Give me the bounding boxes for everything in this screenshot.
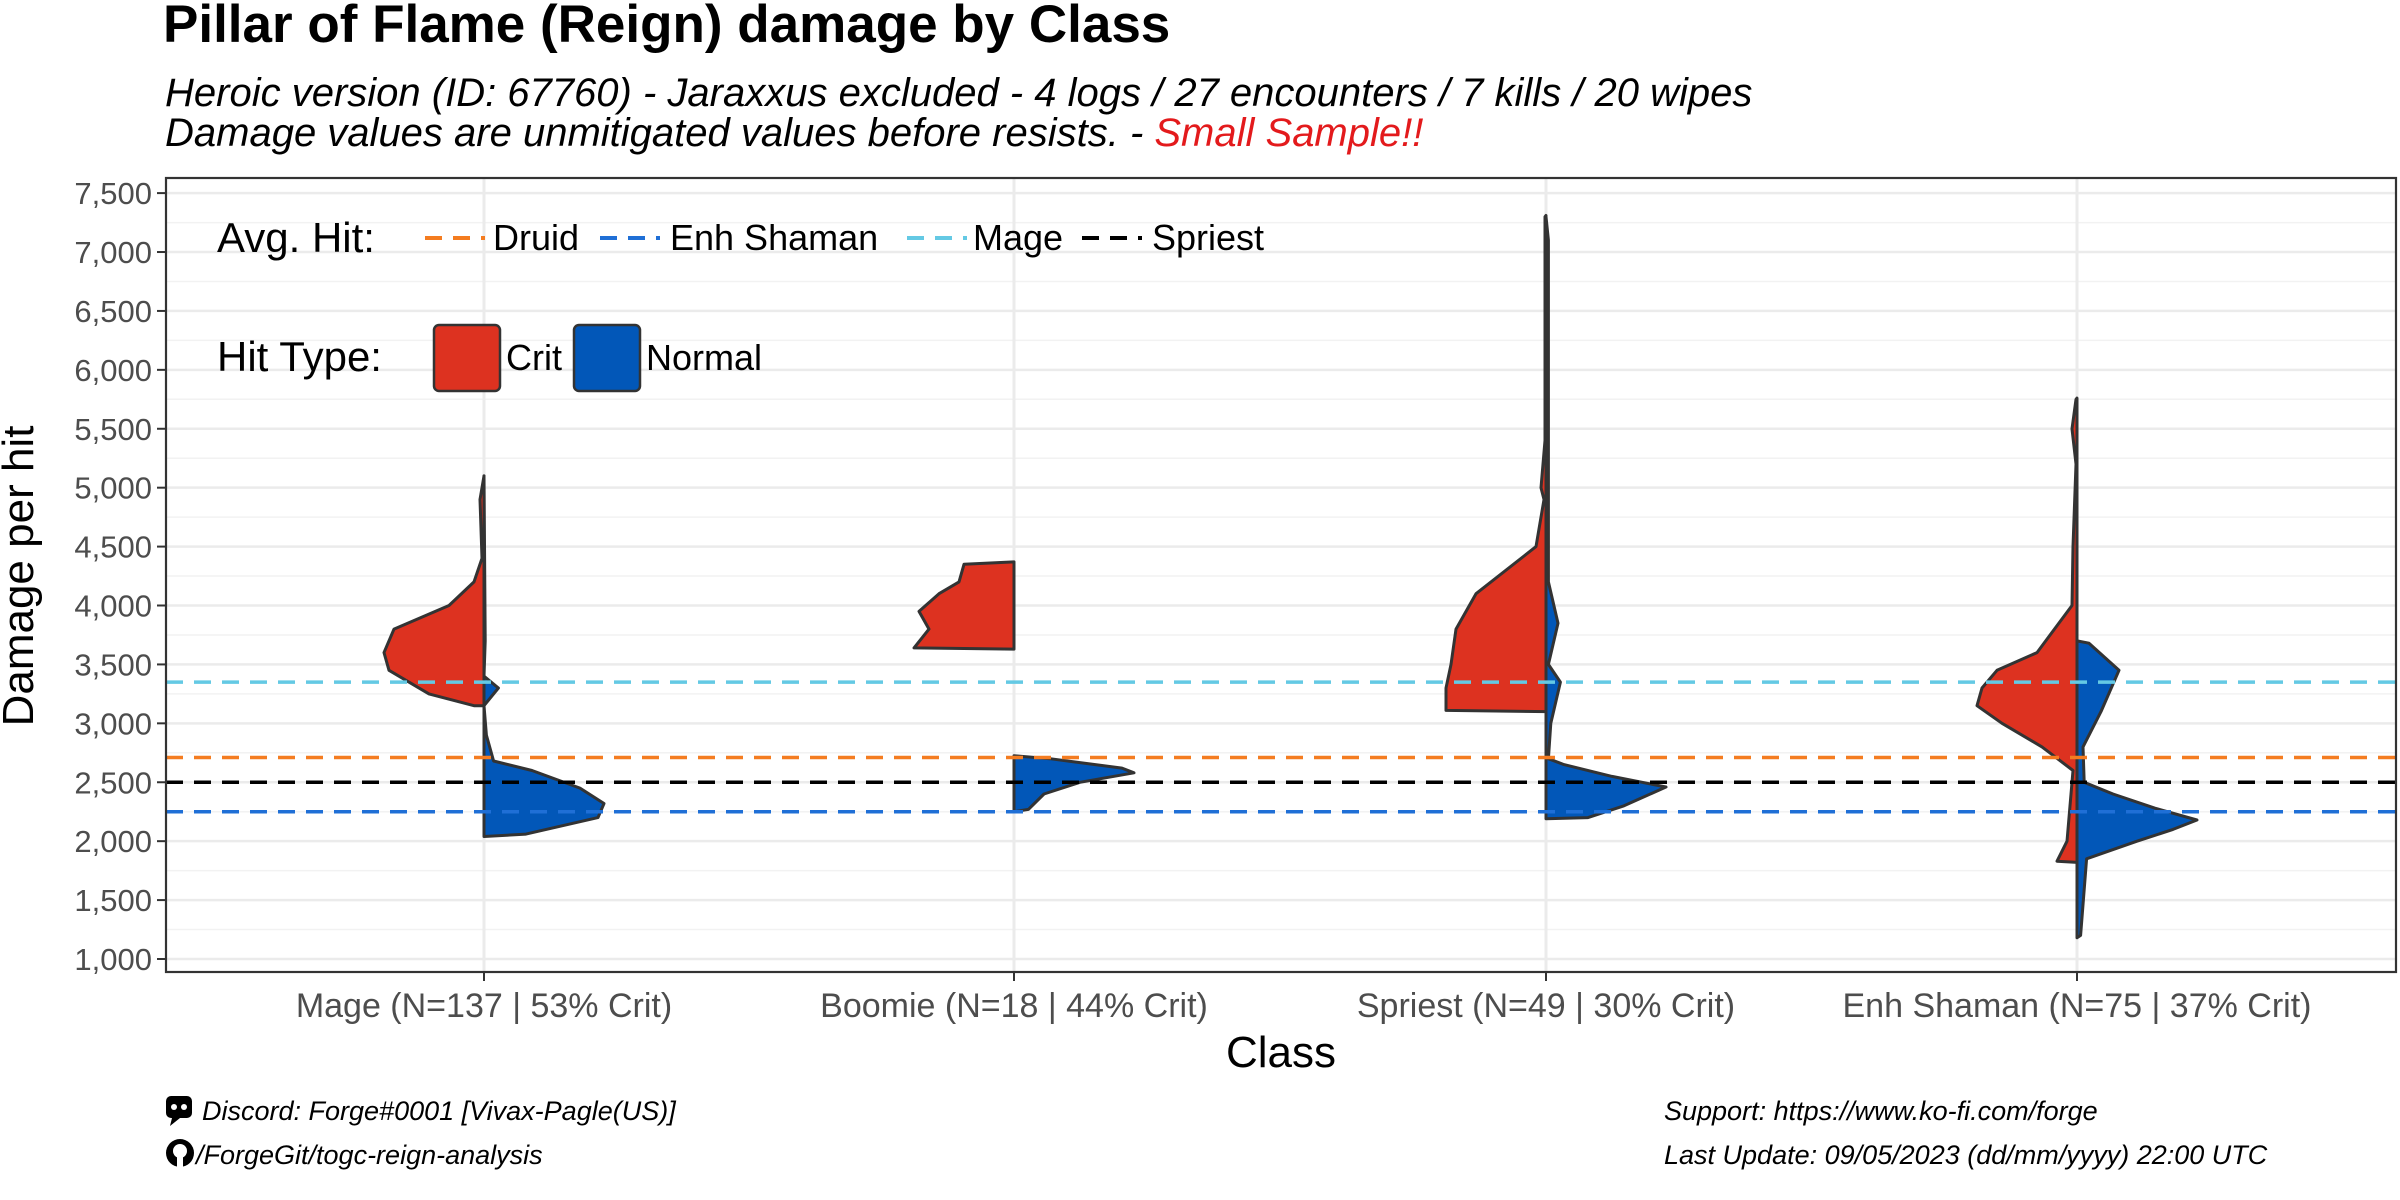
legend-avg-hit-title: Avg. Hit: — [217, 214, 375, 261]
legend-label-enh-shaman: Enh Shaman — [670, 217, 878, 258]
plot-panel-border — [164, 176, 2398, 974]
y-tick-label: 4,500 — [74, 530, 152, 565]
y-tick-label: 6,000 — [74, 353, 152, 388]
subtitle-prefix: Damage values are unmitigated values bef… — [165, 111, 1154, 155]
y-tick-label: 3,500 — [74, 647, 152, 682]
violin-normal — [1544, 215, 1668, 821]
legend-key-normal — [572, 323, 642, 393]
legend-label-normal: Normal — [646, 337, 762, 378]
legend-label-druid: Druid — [493, 217, 579, 258]
legend-label-crit: Crit — [506, 337, 562, 378]
y-tick-label: 5,000 — [74, 471, 152, 506]
violin-normal — [482, 474, 606, 838]
x-tick-label: Boomie (N=18 | 44% Crit) — [820, 987, 1208, 1025]
y-tick-label: 7,500 — [74, 176, 152, 211]
violin-crit — [912, 560, 1016, 651]
violin-crit — [1975, 396, 2079, 864]
x-axis-ticks: Mage (N=137 | 53% Crit) Boomie (N=18 | 44… — [296, 972, 2312, 1025]
legend-hit-type: Hit Type: Crit Normal — [217, 323, 762, 393]
y-tick-label: 1,500 — [74, 883, 152, 918]
footer-discord[interactable]: Discord: Forge#0001 [Vivax-Pagle(US)] — [202, 1096, 677, 1126]
footer-last-update: Last Update: 09/05/2023 (dd/mm/yyyy) 22:… — [1664, 1140, 2268, 1170]
violin-crit — [382, 474, 486, 708]
x-axis-title: Class — [1226, 1028, 1336, 1077]
discord-icon — [166, 1096, 192, 1126]
violins-group — [382, 214, 2199, 940]
x-tick-label: Mage (N=137 | 53% Crit) — [296, 987, 672, 1025]
y-axis-title: Damage per hit — [0, 426, 43, 727]
footer-github[interactable]: /ForgeGit/togc-reign-analysis — [194, 1140, 543, 1170]
chart-subtitle-line1: Heroic version (ID: 67760) - Jaraxxus ex… — [165, 71, 1752, 115]
avg-lines-group — [166, 680, 2396, 814]
violin-normal — [2075, 639, 2199, 940]
legend-key-crit — [432, 323, 502, 393]
y-tick-label: 6,500 — [74, 294, 152, 329]
small-sample-warning: Small Sample!! — [1154, 111, 1423, 155]
y-tick-label: 2,500 — [74, 765, 152, 800]
x-tick-label: Spriest (N=49 | 30% Crit) — [1357, 987, 1735, 1025]
y-tick-label: 3,000 — [74, 706, 152, 741]
legend-avg-hit: Avg. Hit: Druid Enh Shaman Mage Spriest — [217, 214, 1264, 261]
y-tick-label: 5,500 — [74, 412, 152, 447]
legend-label-mage: Mage — [973, 217, 1063, 258]
footer-support[interactable]: Support: https://www.ko-fi.com/forge — [1664, 1096, 2098, 1126]
y-axis-ticks: 1,000 1,500 2,000 2,500 3,000 3,500 4,000 4,500… — [74, 176, 166, 977]
y-tick-label: 1,000 — [74, 942, 152, 977]
y-tick-label: 4,000 — [74, 589, 152, 624]
chart-title: Pillar of Flame (Reign) damage by Class — [163, 0, 1170, 54]
github-icon — [166, 1139, 194, 1167]
footer: Discord: Forge#0001 [Vivax-Pagle(US)] /F… — [166, 1096, 2268, 1170]
x-tick-label: Enh Shaman (N=75 | 37% Crit) — [1843, 987, 2312, 1025]
y-tick-label: 7,000 — [74, 235, 152, 270]
legend-label-spriest: Spriest — [1152, 217, 1264, 258]
y-tick-label: 2,000 — [74, 824, 152, 859]
legend-hit-type-title: Hit Type: — [217, 333, 382, 380]
chart-subtitle-line2: Damage values are unmitigated values bef… — [165, 111, 1423, 155]
